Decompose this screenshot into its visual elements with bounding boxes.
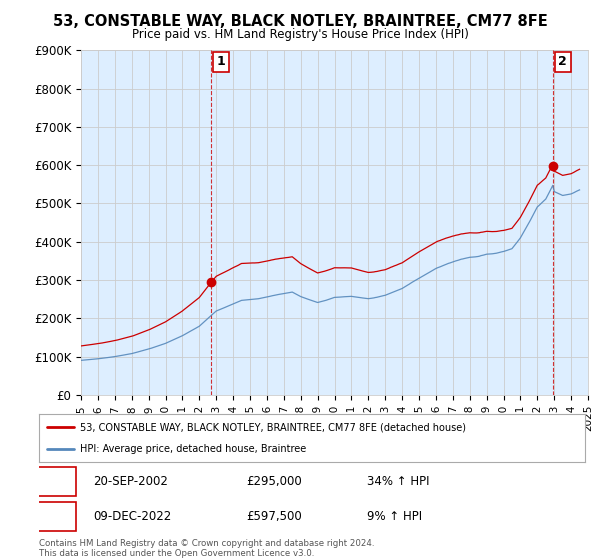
Text: 1: 1 (53, 475, 61, 488)
Text: 2: 2 (53, 510, 61, 523)
Text: 34% ↑ HPI: 34% ↑ HPI (367, 475, 429, 488)
FancyBboxPatch shape (38, 467, 76, 496)
Text: 53, CONSTABLE WAY, BLACK NOTLEY, BRAINTREE, CM77 8FE (detached house): 53, CONSTABLE WAY, BLACK NOTLEY, BRAINTR… (80, 422, 466, 432)
Text: 9% ↑ HPI: 9% ↑ HPI (367, 510, 422, 523)
Text: 09-DEC-2022: 09-DEC-2022 (94, 510, 172, 523)
Text: 20-SEP-2002: 20-SEP-2002 (94, 475, 169, 488)
Text: 1: 1 (217, 55, 225, 68)
Text: Contains HM Land Registry data © Crown copyright and database right 2024.
This d: Contains HM Land Registry data © Crown c… (39, 539, 374, 558)
Text: £597,500: £597,500 (247, 510, 302, 523)
Text: Price paid vs. HM Land Registry's House Price Index (HPI): Price paid vs. HM Land Registry's House … (131, 28, 469, 41)
Text: HPI: Average price, detached house, Braintree: HPI: Average price, detached house, Brai… (80, 444, 306, 454)
Text: 53, CONSTABLE WAY, BLACK NOTLEY, BRAINTREE, CM77 8FE: 53, CONSTABLE WAY, BLACK NOTLEY, BRAINTR… (53, 14, 547, 29)
FancyBboxPatch shape (38, 502, 76, 531)
Text: 2: 2 (558, 55, 567, 68)
Text: £295,000: £295,000 (247, 475, 302, 488)
